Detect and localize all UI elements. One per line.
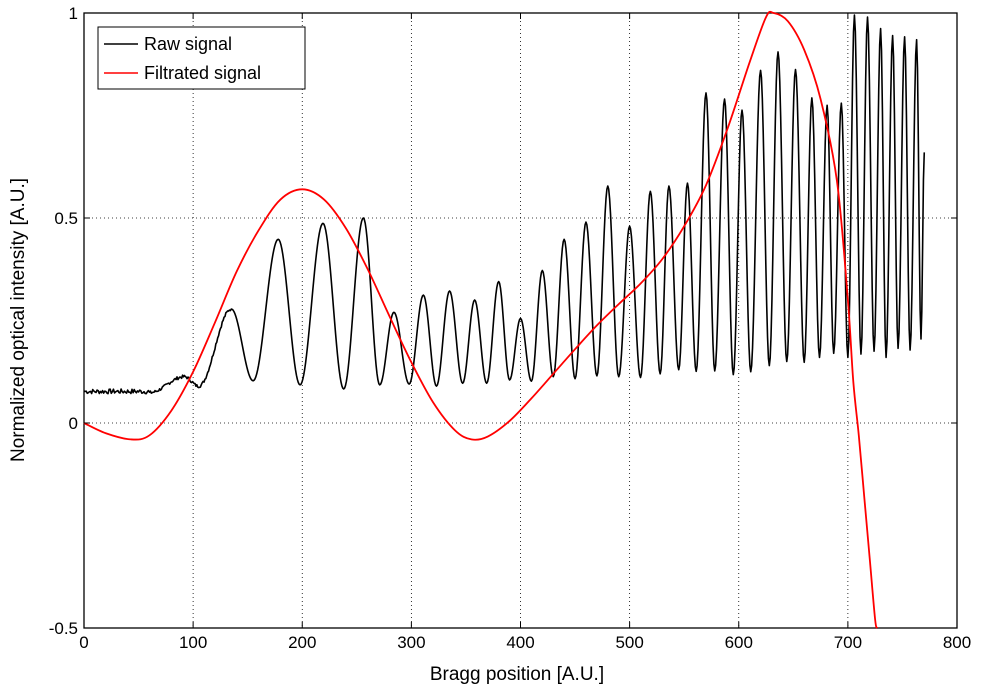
series-line-raw-signal — [83, 14, 926, 395]
grid-lines — [84, 13, 957, 628]
series-layer — [83, 10, 926, 629]
x-tick-label: 400 — [506, 633, 534, 652]
x-tick-label: 600 — [725, 633, 753, 652]
y-axis-label: Normalized optical intensity [A.U.] — [8, 178, 29, 462]
x-tick-label: 300 — [397, 633, 425, 652]
y-tick-label: -0.5 — [49, 619, 78, 638]
x-tick-label: 200 — [288, 633, 316, 652]
x-tick-label: 100 — [179, 633, 207, 652]
legend-label-filtrated-signal: Filtrated signal — [144, 63, 261, 83]
legend-label-raw-signal: Raw signal — [144, 34, 232, 54]
legend: Raw signal Filtrated signal — [97, 26, 306, 90]
series-line-filtrated-signal — [83, 10, 879, 629]
x-tick-label: 500 — [615, 633, 643, 652]
y-tick-label: 1 — [69, 4, 78, 23]
x-tick-label: 700 — [834, 633, 862, 652]
x-tick-label: 0 — [79, 633, 88, 652]
legend-box — [97, 26, 306, 90]
x-tick-label: 800 — [943, 633, 971, 652]
x-axis-label: Bragg position [A.U.] — [430, 664, 604, 685]
y-tick-label: 0 — [69, 414, 78, 433]
y-tick-label: 0.5 — [54, 209, 78, 228]
tick-layer: 0 100 200 300 400 500 600 700 800-0.500.51 — [49, 4, 971, 652]
